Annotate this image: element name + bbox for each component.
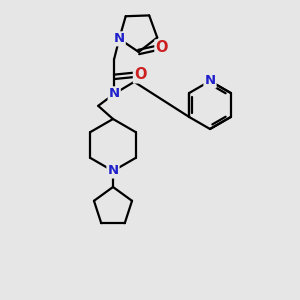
Text: N: N xyxy=(204,74,216,88)
Text: N: N xyxy=(109,87,120,100)
Text: N: N xyxy=(114,32,125,45)
Text: O: O xyxy=(134,67,146,82)
Text: N: N xyxy=(107,164,118,178)
Text: O: O xyxy=(155,40,168,56)
